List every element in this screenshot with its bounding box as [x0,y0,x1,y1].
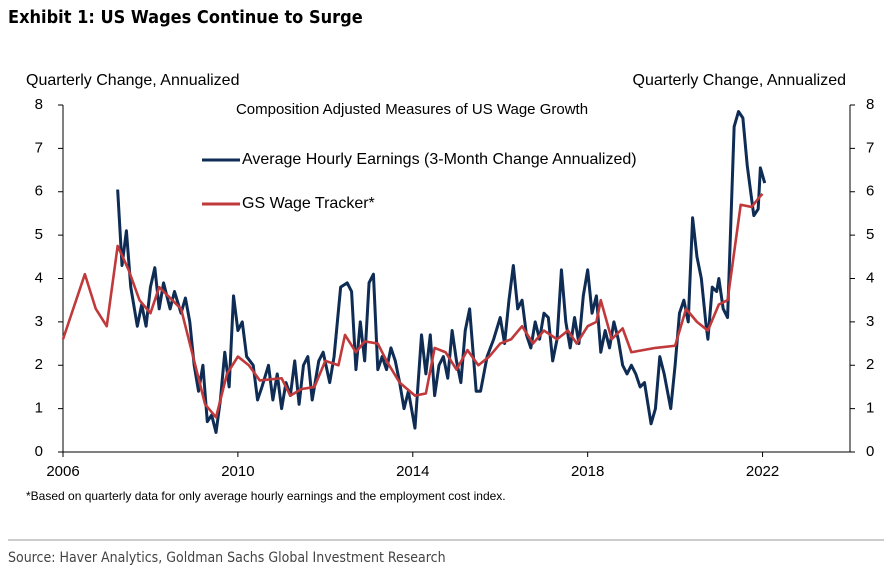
y-tick-label: 2 [35,356,43,373]
y2-tick-label: 3 [866,313,874,330]
y2-axis-label: Quarterly Change, Annualized [633,72,846,89]
legend-label: GS Wage Tracker* [242,195,375,212]
y-tick-label: 0 [35,443,43,460]
source: Source: Haver Analytics, Goldman Sachs G… [8,550,446,566]
x-tick-label: 2022 [746,463,779,480]
chart-subtitle: Composition Adjusted Measures of US Wage… [236,101,588,118]
y-axis-label: Quarterly Change, Annualized [26,72,239,89]
y2-tick-label: 4 [866,269,874,286]
y-tick-label: 6 [35,183,43,200]
series-line [116,110,767,434]
y2-tick-label: 6 [866,183,874,200]
y-tick-label: 7 [35,139,43,156]
y-tick-label: 4 [35,269,43,286]
x-tick-label: 2014 [396,463,429,480]
footnote: *Based on quarterly data for only averag… [26,489,506,503]
y2-tick-label: 5 [866,226,874,243]
y2-tick-label: 0 [866,443,874,460]
y-tick-label: 1 [35,400,43,417]
series-line [61,192,764,419]
y-tick-label: 3 [35,313,43,330]
exhibit-title: Exhibit 1: US Wages Continue to Surge [8,7,363,28]
y2-tick-label: 1 [866,400,874,417]
x-tick-label: 2010 [221,463,254,480]
x-tick-label: 2018 [571,463,604,480]
y-tick-label: 5 [35,226,43,243]
legend-label: Average Hourly Earnings (3-Month Change … [242,151,637,168]
y2-tick-label: 7 [866,139,874,156]
y2-tick-label: 2 [866,356,874,373]
y2-tick-label: 8 [866,96,874,113]
y-tick-label: 8 [35,96,43,113]
x-tick-label: 2006 [46,463,79,480]
